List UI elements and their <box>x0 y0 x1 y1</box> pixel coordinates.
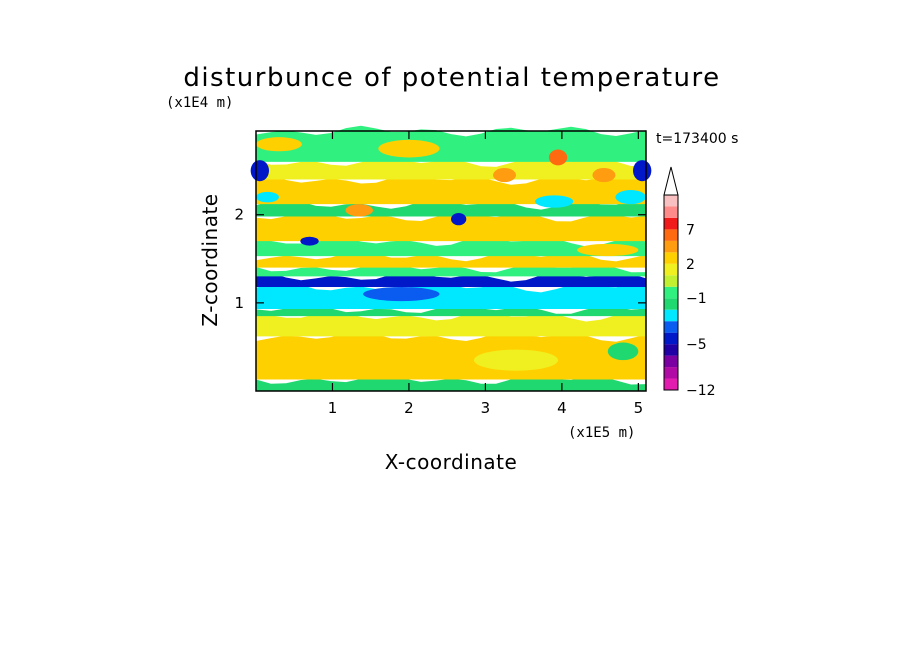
contour-band <box>256 157 646 180</box>
contour-cell <box>256 191 279 203</box>
colorbar-swatch <box>664 206 678 218</box>
contour-cell <box>255 137 302 152</box>
x-tick-label: 5 <box>634 399 644 417</box>
colorbar-swatch <box>664 195 678 207</box>
x-tick-label: 4 <box>557 399 567 417</box>
contour-cell <box>548 149 568 166</box>
contour-cell <box>300 236 319 246</box>
colorbar-label: −5 <box>686 337 707 353</box>
time-label: t=173400 s <box>656 131 738 147</box>
colorbar-swatch <box>664 309 678 322</box>
contour-band <box>256 125 646 162</box>
colorbar-swatch <box>664 378 678 390</box>
contour-band <box>256 281 646 310</box>
contour-cell <box>345 204 373 217</box>
colorbar-swatch <box>664 286 678 299</box>
colorbar-label: 2 <box>686 257 695 273</box>
contour-band <box>256 330 646 380</box>
contour-band <box>256 310 646 337</box>
contour-cell <box>493 168 516 183</box>
contour-cell <box>473 349 559 371</box>
contour-cell <box>363 287 440 302</box>
colorbar-label: −1 <box>686 291 707 307</box>
contour-cell <box>607 342 639 361</box>
contour-cell <box>577 243 639 257</box>
colorbar-swatch <box>664 217 678 230</box>
x-tick-label: 2 <box>404 399 414 417</box>
colorbar-swatch <box>664 355 678 368</box>
contour-cell <box>451 212 467 226</box>
contour-cell <box>250 160 269 182</box>
colorbar-swatch <box>664 332 678 345</box>
axis-ticks: 1 2 3 4 5 1 2 <box>234 131 646 417</box>
colorbar-swatch <box>664 240 678 253</box>
contour-field <box>250 125 652 391</box>
y-tick-label: 2 <box>234 206 244 224</box>
y-axis-label: Z-coordinate <box>198 193 222 326</box>
contour-cell <box>535 195 574 208</box>
colorbar-swatch <box>664 344 678 356</box>
x-axis-label: X-coordinate <box>385 450 518 474</box>
chart-title: disturbunce of potential temperature <box>183 63 720 93</box>
contour-band <box>256 211 646 242</box>
colorbar-swatch <box>664 321 678 333</box>
contour-cell <box>592 168 616 183</box>
colorbar-swatch <box>664 263 678 276</box>
colorbar-swatch <box>664 367 678 379</box>
contour-band <box>256 304 646 317</box>
plot-frame <box>255 130 647 392</box>
y-unit-label: (x1E4 m) <box>166 95 233 111</box>
colorbar: 7 2 −1 −5 −12 <box>663 166 716 399</box>
x-tick-label: 1 <box>328 399 338 417</box>
contour-cell <box>615 190 646 205</box>
colorbar-extend-arrow <box>663 166 679 196</box>
colorbar-swatch <box>664 229 678 241</box>
colorbar-swatch <box>664 252 678 264</box>
colorbar-swatch <box>664 275 678 287</box>
x-tick-label: 3 <box>481 399 491 417</box>
y-tick-label: 1 <box>234 294 244 312</box>
x-unit-label: (x1E5 m) <box>568 425 635 441</box>
contour-cell <box>633 160 652 182</box>
colorbar-swatch <box>664 298 678 310</box>
colorbar-label: −12 <box>686 383 716 399</box>
colorbar-label: 7 <box>686 222 695 238</box>
contour-cell <box>301 346 394 362</box>
contour-cell <box>378 139 440 158</box>
